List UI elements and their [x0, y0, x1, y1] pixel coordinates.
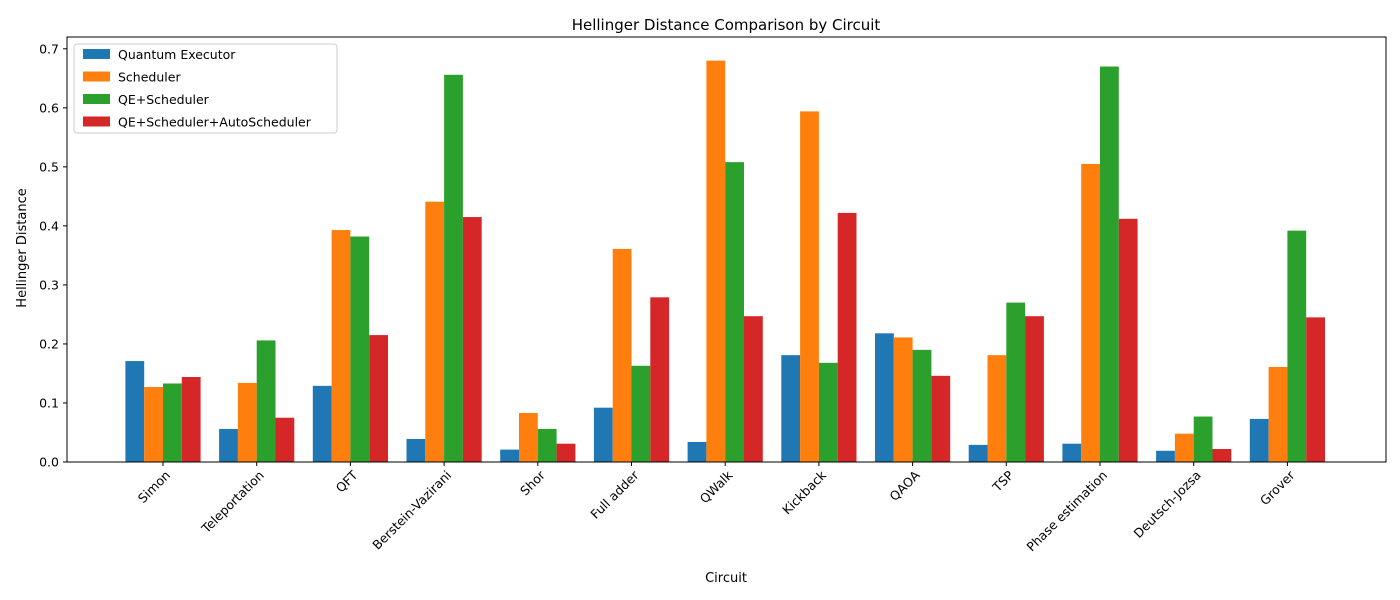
- bar-3-9: [912, 349, 932, 462]
- bar-4-5: [556, 443, 576, 462]
- bar-4-2: [275, 417, 295, 462]
- bar-4-4: [462, 217, 482, 462]
- bar-3-11: [1100, 66, 1119, 462]
- legend: Quantum Executor Scheduler QE+Scheduler QE+…: [73, 43, 338, 134]
- y-tick-label: 0.4: [39, 218, 59, 233]
- y-tick-label: 0.1: [39, 395, 59, 410]
- bar-3-12: [1193, 416, 1213, 462]
- bar-4-7: [744, 316, 763, 462]
- bar-1-11: [1062, 443, 1082, 462]
- bars-group: [125, 60, 1325, 463]
- bar-2-4: [425, 201, 445, 462]
- bar-4-8: [837, 212, 857, 462]
- x-axis-label: Circuit: [705, 571, 747, 586]
- bar-3-6: [631, 365, 651, 462]
- bar-1-7: [687, 441, 707, 462]
- bar-1-12: [1156, 450, 1175, 462]
- legend-label-1: Quantum Executor: [118, 47, 236, 62]
- legend-swatch-4: [83, 116, 110, 127]
- bar-3-10: [1006, 302, 1026, 462]
- bar-3-2: [256, 340, 276, 462]
- bar-1-6: [593, 407, 613, 462]
- x-tick-label: Deutsch-Jozsa: [1130, 468, 1203, 541]
- bar-4-9: [931, 375, 951, 462]
- bar-3-1: [163, 383, 182, 462]
- x-tick-label: Phase estimation: [1023, 468, 1110, 555]
- x-tick-label: TSP: [989, 467, 1017, 495]
- bar-2-13: [1268, 366, 1288, 462]
- bar-2-9: [893, 337, 913, 462]
- bar-1-2: [219, 428, 238, 462]
- x-tick-label: Kickback: [779, 467, 829, 517]
- legend-label-3: QE+Scheduler: [118, 92, 210, 107]
- x-tick-label: QFT: [333, 467, 361, 495]
- x-tick-label: Full adder: [587, 467, 642, 522]
- y-tick-label: 0.0: [39, 455, 59, 470]
- bar-2-1: [144, 387, 163, 462]
- legend-swatch-3: [83, 94, 110, 104]
- legend-label-4: QE+Scheduler+AutoScheduler: [118, 115, 312, 130]
- bar-4-6: [650, 297, 670, 462]
- y-tick-label: 0.6: [39, 100, 59, 115]
- y-tick-label: 0.3: [39, 277, 59, 292]
- bar-4-1: [181, 377, 201, 462]
- bar-4-10: [1025, 316, 1044, 462]
- chart-title: Hellinger Distance Comparison by Circuit: [572, 16, 881, 34]
- bar-2-8: [800, 111, 819, 462]
- bar-4-3: [369, 335, 388, 462]
- bar-1-9: [875, 333, 894, 462]
- bar-1-1: [125, 361, 145, 462]
- x-tick-label: Grover: [1257, 467, 1298, 508]
- legend-frame: [73, 43, 338, 134]
- bar-1-3: [312, 385, 332, 462]
- y-axis-label: Hellinger Distance: [15, 188, 30, 307]
- x-tick-label: Teleportation: [198, 468, 267, 537]
- x-tick-label: Berstein-Vazirani: [369, 468, 454, 553]
- legend-label-2: Scheduler: [118, 70, 181, 85]
- bar-1-13: [1249, 418, 1269, 462]
- y-tick-label: 0.7: [39, 41, 59, 56]
- y-tick-label: 0.2: [39, 336, 59, 351]
- bar-2-7: [706, 60, 726, 462]
- bar-3-4: [444, 74, 463, 463]
- bar-2-11: [1081, 163, 1100, 462]
- bar-4-11: [1118, 218, 1138, 462]
- x-tick-label: Simon: [135, 468, 173, 506]
- bar-1-4: [406, 438, 426, 462]
- plot-frame: [66, 36, 1387, 463]
- bar-2-2: [237, 382, 257, 462]
- bar-3-5: [537, 428, 557, 462]
- bar-2-5: [519, 413, 538, 462]
- bar-3-8: [818, 362, 838, 462]
- x-tick-label: QAOA: [886, 467, 923, 504]
- legend-swatch-2: [83, 71, 110, 82]
- bar-1-10: [968, 444, 988, 462]
- bar-2-3: [331, 230, 351, 462]
- bar-3-3: [350, 236, 370, 462]
- bar-1-8: [781, 355, 801, 462]
- bar-2-12: [1174, 433, 1194, 462]
- bar-3-13: [1287, 230, 1307, 462]
- y-tick-label: 0.5: [39, 159, 59, 174]
- bar-3-7: [725, 162, 744, 462]
- bar-4-12: [1212, 449, 1232, 462]
- legend-swatch-1: [83, 49, 110, 59]
- bar-1-5: [500, 449, 519, 462]
- bar-4-13: [1306, 317, 1325, 462]
- bar-2-10: [987, 355, 1007, 462]
- bar-2-6: [612, 248, 632, 462]
- x-tick-label: QWalk: [697, 467, 736, 506]
- x-tick-label: Shor: [517, 467, 548, 498]
